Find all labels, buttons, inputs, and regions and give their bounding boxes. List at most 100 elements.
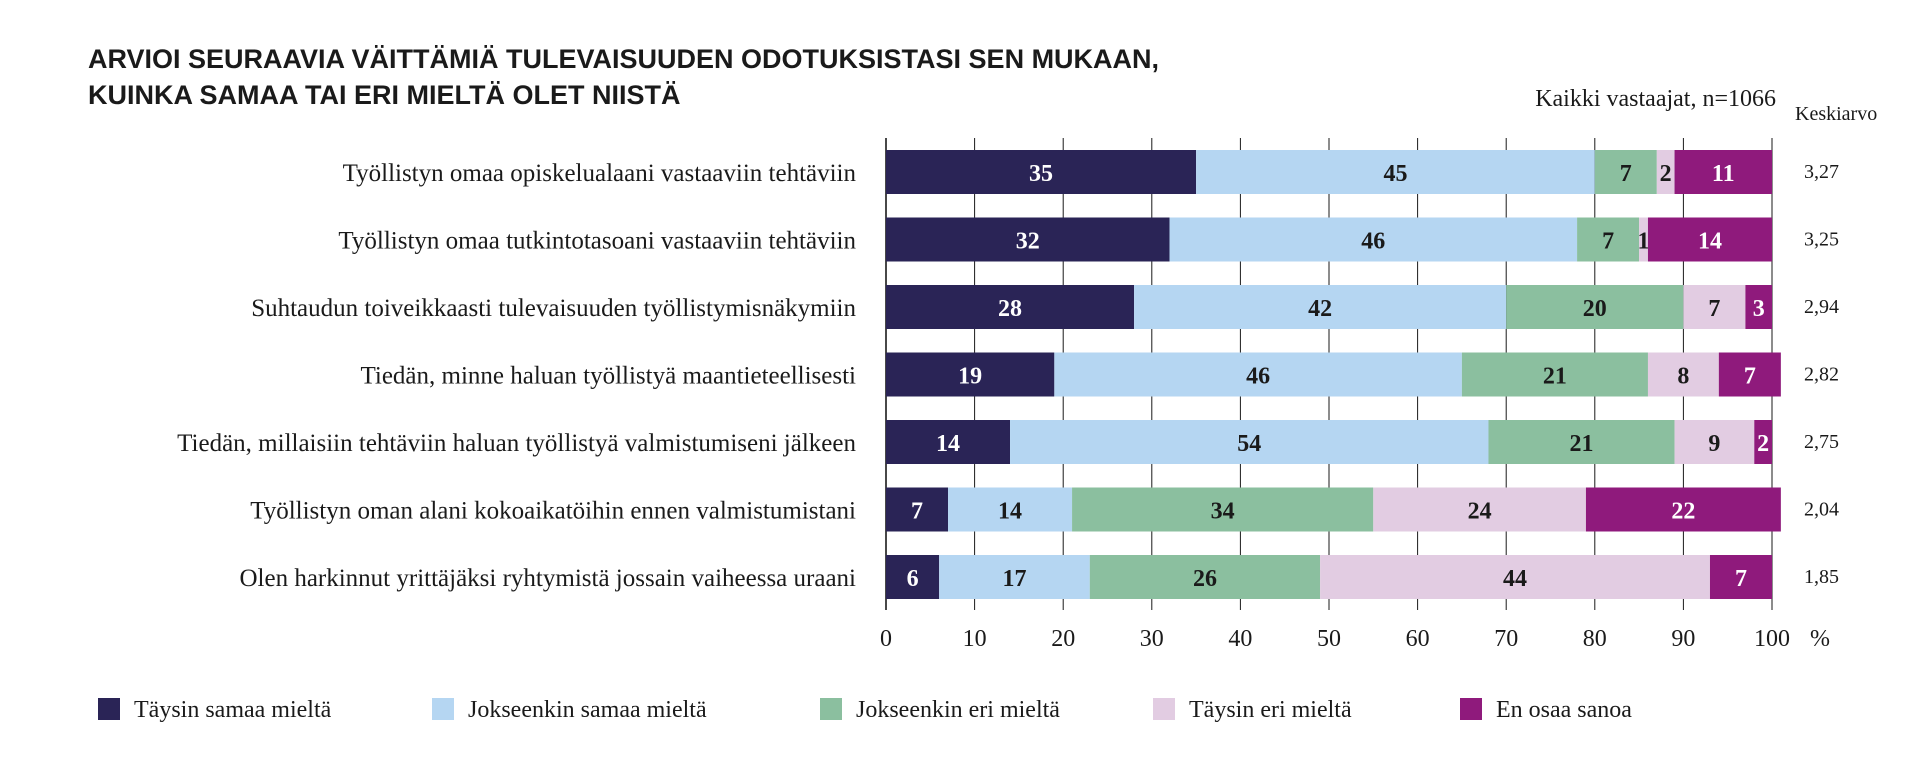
- bar-segment-series-2: [1169, 217, 1578, 262]
- bar-value-label: 46: [1361, 229, 1385, 255]
- bar-value-label: 14: [998, 499, 1022, 525]
- mean-value: 2,75: [1804, 431, 1839, 453]
- bar-value-label: 35: [1029, 161, 1053, 187]
- bar-segment-series-5: [1754, 420, 1772, 464]
- legend-label: Täysin samaa mieltä: [134, 697, 332, 723]
- bar-value-label: 24: [1468, 499, 1492, 525]
- legend-label: En osaa sanoa: [1496, 697, 1632, 723]
- bar-value-label: 9: [1708, 431, 1720, 457]
- bar-segment-series-1: [886, 352, 1055, 397]
- bar-segment-series-4: [1373, 487, 1586, 532]
- bar-value-label: 14: [936, 431, 960, 457]
- mean-value: 2,94: [1804, 296, 1839, 318]
- bar-segment-series-4: [1674, 420, 1755, 464]
- category-label: Tiedän, minne haluan työllistyä maantiet…: [360, 363, 856, 390]
- bar-value-label: 7: [1744, 364, 1756, 390]
- bar-value-label: 44: [1503, 566, 1527, 592]
- bar-value-label: 42: [1308, 296, 1332, 322]
- legend-item: Täysin samaa mieltä: [98, 697, 332, 723]
- bar-value-label: 21: [1570, 431, 1594, 457]
- bar-segment-series-1: [886, 555, 940, 599]
- bar-segment-series-3: [1506, 285, 1684, 329]
- bar-value-label: 2: [1660, 161, 1672, 187]
- bar-value-label: 26: [1193, 566, 1217, 592]
- bar-segment-series-4: [1647, 352, 1719, 397]
- chart-title-line-2: KUINKA SAMAA TAI ERI MIELTÄ OLET NIISTÄ: [88, 80, 680, 110]
- x-tick-label-90: 90: [1671, 626, 1695, 652]
- bar-row: Tiedän, millaisiin tehtäviin haluan työl…: [177, 420, 1839, 464]
- bar-value-label: 6: [907, 566, 919, 592]
- bar-segment-series-2: [948, 487, 1073, 532]
- bar-row: Tiedän, minne haluan työllistyä maantiet…: [360, 352, 1839, 397]
- x-tick-label-0: 0: [880, 626, 892, 652]
- bar-segment-series-1: [886, 285, 1135, 329]
- legend: Täysin samaa mieltä Jokseenkin samaa miel…: [98, 697, 1632, 723]
- x-axis-ticks: 0 10 20 30 40 50 60 70 80 90 100: [880, 626, 1790, 652]
- bar-value-label: 22: [1671, 499, 1695, 525]
- category-label: Työllistyn omaa tutkintotasoani vastaavi…: [338, 228, 856, 255]
- x-axis-unit: %: [1810, 626, 1830, 652]
- bar-segment-series-2: [939, 555, 1090, 599]
- bar-segment-series-5: [1674, 150, 1772, 194]
- legend-swatch: [98, 698, 120, 720]
- bar-rows: Työllistyn omaa opiskelualaani vastaavii…: [177, 150, 1839, 599]
- bar-segment-series-3: [1089, 555, 1321, 599]
- bar-row: Työllistyn omaa opiskelualaani vastaavii…: [343, 150, 1839, 194]
- mean-value: 2,04: [1804, 499, 1839, 521]
- x-tick-label-60: 60: [1406, 626, 1430, 652]
- bar-value-label: 7: [1708, 296, 1720, 322]
- mean-column-header: Keskiarvo: [1795, 103, 1877, 125]
- legend-swatch: [1460, 698, 1482, 720]
- bar-segment-series-1: [886, 217, 1170, 262]
- legend-item: Jokseenkin samaa mieltä: [432, 697, 707, 723]
- category-label: Suhtaudun toiveikkaasti tulevaisuuden ty…: [251, 295, 856, 322]
- category-label: Työllistyn oman alani kokoaikatöihin enn…: [250, 498, 856, 525]
- bar-segment-series-5: [1585, 487, 1781, 532]
- legend-swatch: [1153, 698, 1175, 720]
- bar-segment-series-2: [1010, 420, 1489, 464]
- x-tick-label-40: 40: [1228, 626, 1252, 652]
- bar-segment-series-5: [1718, 352, 1781, 397]
- bar-value-label: 11: [1712, 161, 1735, 187]
- bar-segment-series-4: [1656, 150, 1675, 194]
- bar-value-label: 34: [1211, 499, 1235, 525]
- bar-row: Olen harkinnut yrittäjäksi ryhtymistä jo…: [239, 555, 1839, 599]
- legend-item: Jokseenkin eri mieltä: [820, 697, 1060, 723]
- bar-segment-series-3: [1461, 352, 1648, 397]
- bar-segment-series-5: [1647, 217, 1772, 262]
- legend-swatch: [432, 698, 454, 720]
- bar-segment-series-5: [1745, 285, 1772, 329]
- mean-value: 3,25: [1804, 229, 1839, 251]
- x-tick-label-20: 20: [1051, 626, 1075, 652]
- bar-segment-series-2: [1054, 352, 1462, 397]
- bar-segment-series-4: [1320, 555, 1710, 599]
- bar-value-label: 1: [1638, 229, 1650, 255]
- category-label: Työllistyn omaa opiskelualaani vastaavii…: [343, 160, 857, 187]
- chart-title-line-1: ARVIOI SEURAAVIA VÄITTÄMIÄ TULEVAISUUDEN…: [88, 44, 1159, 74]
- x-tick-label-80: 80: [1583, 626, 1607, 652]
- x-tick-label-100: 100: [1754, 626, 1790, 652]
- legend-label: Jokseenkin eri mieltä: [856, 697, 1060, 723]
- legend-label: Jokseenkin samaa mieltä: [468, 697, 707, 723]
- bar-segment-series-1: [886, 487, 949, 532]
- x-tick-label-30: 30: [1140, 626, 1164, 652]
- bar-value-label: 45: [1383, 161, 1407, 187]
- bar-segment-series-3: [1488, 420, 1675, 464]
- legend-swatch: [820, 698, 842, 720]
- bar-segment-series-3: [1577, 217, 1640, 262]
- bar-value-label: 7: [911, 499, 923, 525]
- mean-value: 2,82: [1804, 364, 1839, 386]
- bar-value-label: 32: [1016, 229, 1040, 255]
- mean-value: 3,27: [1804, 161, 1839, 183]
- bar-segment-series-4: [1683, 285, 1746, 329]
- bar-value-label: 8: [1677, 364, 1689, 390]
- bar-value-label: 17: [1002, 566, 1026, 592]
- bar-value-label: 7: [1735, 566, 1747, 592]
- bar-row: Suhtaudun toiveikkaasti tulevaisuuden ty…: [251, 285, 1839, 329]
- mean-value: 1,85: [1804, 566, 1839, 588]
- bar-value-label: 14: [1698, 229, 1722, 255]
- category-label: Olen harkinnut yrittäjäksi ryhtymistä jo…: [239, 565, 856, 592]
- bar-value-label: 19: [958, 364, 982, 390]
- bar-value-label: 7: [1602, 229, 1614, 255]
